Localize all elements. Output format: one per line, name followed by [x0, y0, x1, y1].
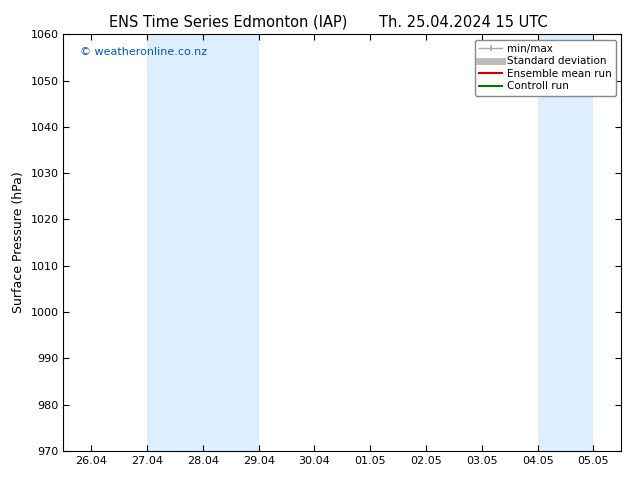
Text: ENS Time Series Edmonton (IAP): ENS Time Series Edmonton (IAP): [109, 15, 347, 30]
Y-axis label: Surface Pressure (hPa): Surface Pressure (hPa): [12, 172, 25, 314]
Bar: [147, 34, 259, 451]
Bar: [538, 34, 593, 451]
Legend: min/max, Standard deviation, Ensemble mean run, Controll run: min/max, Standard deviation, Ensemble me…: [475, 40, 616, 96]
Text: Th. 25.04.2024 15 UTC: Th. 25.04.2024 15 UTC: [378, 15, 547, 30]
Text: © weatheronline.co.nz: © weatheronline.co.nz: [80, 47, 207, 57]
